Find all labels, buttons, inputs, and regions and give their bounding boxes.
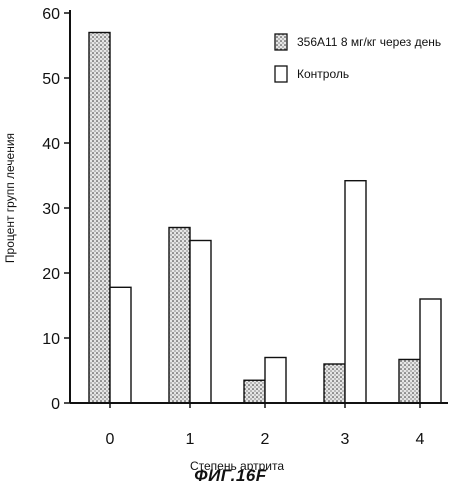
axes: 010203040506001234Степень артритаПроцент… — [3, 6, 448, 470]
plot-area — [89, 33, 441, 404]
legend-swatch-treatment — [275, 34, 287, 50]
figure-caption: ФИГ.16F — [0, 466, 461, 486]
y-tick-label-20: 20 — [42, 266, 60, 283]
bar-treatment-1 — [169, 228, 190, 404]
legend: 356A11 8 мг/кг через день Контроль — [275, 34, 441, 82]
bar-control-1 — [190, 241, 211, 404]
y-tick-label-50: 50 — [42, 71, 60, 88]
y-tick-label-40: 40 — [42, 136, 60, 153]
x-tick-label-3: 3 — [341, 431, 350, 448]
bar-treatment-3 — [324, 364, 345, 403]
bar-control-0 — [110, 287, 131, 403]
bar-treatment-4 — [399, 359, 420, 403]
x-tick-label-0: 0 — [106, 431, 115, 448]
x-tick-label-2: 2 — [261, 431, 270, 448]
x-tick-label-1: 1 — [186, 431, 195, 448]
bar-control-2 — [265, 358, 286, 404]
legend-label-control: Контроль — [297, 67, 349, 81]
y-tick-label-0: 0 — [51, 396, 60, 413]
y-axis-label: Процент групп лечения — [3, 133, 17, 263]
bar-control-4 — [420, 299, 441, 403]
y-tick-label-60: 60 — [42, 6, 60, 23]
bar-treatment-2 — [244, 380, 265, 403]
y-tick-label-30: 30 — [42, 201, 60, 218]
x-tick-label-4: 4 — [416, 431, 425, 448]
bar-chart: 010203040506001234Степень артритаПроцент… — [0, 0, 461, 470]
y-tick-label-10: 10 — [42, 331, 60, 348]
legend-swatch-control — [275, 66, 287, 82]
bar-control-3 — [345, 181, 366, 403]
bar-treatment-0 — [89, 33, 110, 404]
legend-label-treatment: 356A11 8 мг/кг через день — [297, 35, 441, 49]
